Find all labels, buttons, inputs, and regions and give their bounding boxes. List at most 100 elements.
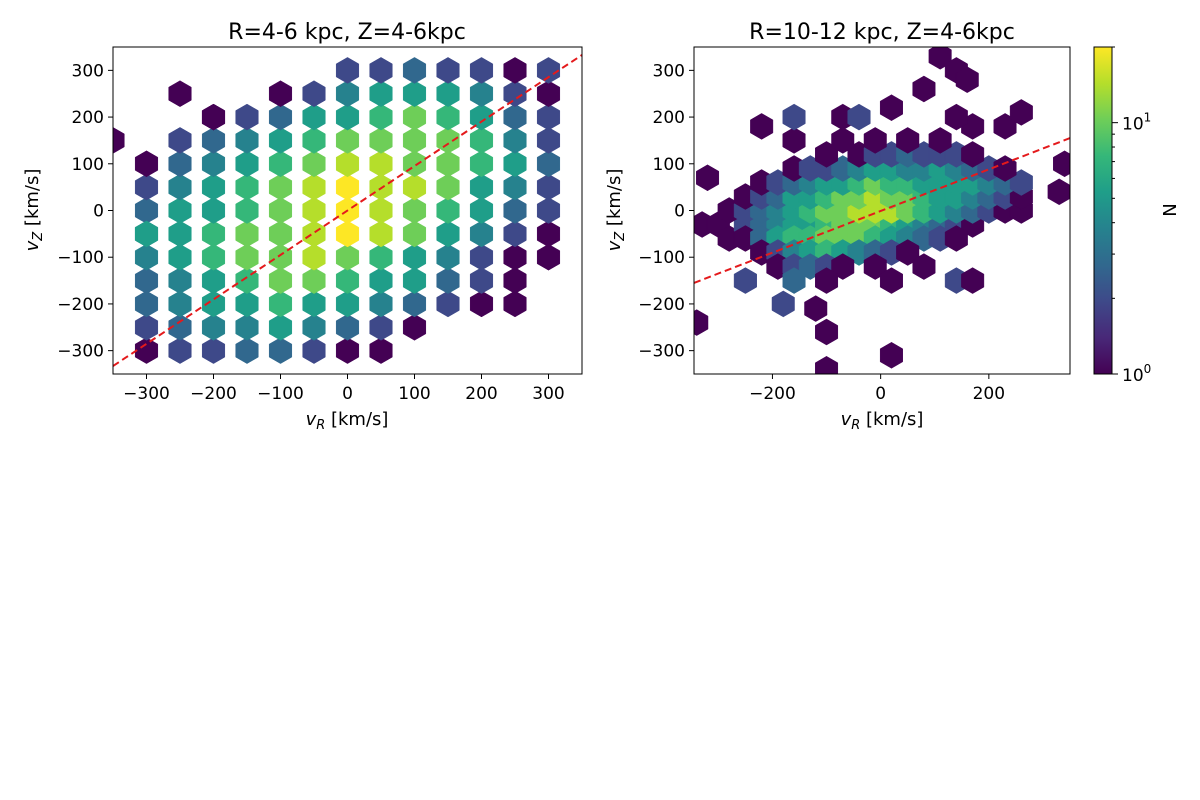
hexbin-cell (369, 127, 393, 154)
x-tick-label: 200 (973, 384, 1005, 404)
hexbin-cell (268, 337, 293, 364)
x-tick-label: −200 (749, 384, 796, 404)
hexbin-cell (503, 103, 527, 131)
x-tick-label: 0 (875, 384, 886, 404)
hexbin-cell (134, 173, 159, 201)
hexbin-cell (335, 127, 360, 154)
hexbin-cell (168, 173, 192, 201)
chart-title: R=10-12 kpc, Z=4-6kpc (749, 20, 1015, 45)
hexbin-cell (235, 243, 259, 271)
hexbin-cell (469, 290, 494, 318)
hexbin-cell (302, 173, 326, 201)
hexbin-cell (235, 103, 259, 131)
hexbin-cell (469, 103, 494, 131)
hexbin-cell (168, 337, 192, 364)
hexbin-cells (113, 57, 561, 364)
hexbin-cell (168, 220, 192, 248)
hexbin-cell (696, 164, 720, 192)
hexbin-cell (302, 267, 326, 294)
hexbin-cell (369, 243, 393, 271)
hexbin-cell (302, 80, 326, 107)
colorbar-label: N (1160, 203, 1181, 216)
hexbin-cell (536, 243, 561, 271)
hexbin-cell (733, 267, 757, 294)
hexbin-cell (201, 267, 226, 294)
hexbin-cell (750, 113, 774, 140)
hexbin-cell (201, 290, 226, 318)
hexbin-panel-right: R=10-12 kpc, Z=4-6kpc −200 0 200 −300 −200 −1… (604, 20, 1071, 433)
hexbin-cell (536, 103, 561, 131)
y-tick-label: 300 (653, 61, 685, 81)
hexbin-cell (436, 80, 460, 107)
hexbin-cell (863, 127, 887, 154)
hexbin-cell (168, 80, 192, 107)
hexbin-cell (168, 150, 192, 178)
hexbin-cell (771, 290, 795, 318)
hexbin-cell (201, 220, 226, 248)
hexbin-cell (815, 267, 839, 294)
hexbin-cell (235, 173, 259, 201)
colorbar-ticks: 100 101 (1112, 46, 1151, 386)
hexbin-cell (201, 103, 226, 131)
fit-line-group (113, 54, 582, 367)
hexbin-cell (928, 127, 952, 154)
hexbin-cell (469, 243, 494, 271)
hexbin-cell (1047, 178, 1070, 206)
hexbin-cell (302, 314, 326, 341)
hexbin-cell (201, 314, 226, 341)
hexbin-cell (436, 127, 460, 154)
hexbin-cell (134, 150, 159, 178)
colorbar-scale (1093, 46, 1113, 375)
hexbin-cell (469, 150, 494, 178)
fit-line (113, 54, 582, 367)
hexbin-cell (469, 267, 494, 294)
hexbin-cell (134, 290, 159, 318)
y-tick-label: 300 (72, 61, 104, 81)
hexbin-cell (302, 127, 326, 154)
hexbin-cell (235, 150, 259, 178)
fit-line-group (694, 137, 1070, 284)
y-tick-label: −200 (638, 295, 685, 315)
hexbin-cell (302, 290, 326, 318)
hexbin-cell (335, 337, 360, 364)
hexbin-cell (335, 314, 360, 341)
hexbin-cell (335, 220, 360, 248)
hexbin-cell (536, 220, 561, 248)
fit-line (694, 137, 1070, 284)
hexbin-cell (436, 197, 460, 224)
hexbin-cell (302, 243, 326, 271)
hexbin-cell (436, 290, 460, 318)
hexbin-cell (268, 150, 293, 178)
y-tick-label: 100 (653, 155, 685, 175)
hexbin-cell (268, 127, 293, 154)
hexbin-cell (201, 243, 226, 271)
hexbin-cell (436, 150, 460, 178)
hexbin-cell (436, 103, 460, 131)
hexbin-cell (536, 173, 561, 201)
hexbin-cell (815, 356, 839, 374)
hexbin-cell (268, 197, 293, 224)
hexbin-cell (335, 80, 360, 107)
hexbin-cell (402, 103, 427, 131)
hexbin-cell (168, 290, 192, 318)
hexbin-cell (469, 80, 494, 107)
hexbin-cell (879, 342, 903, 369)
x-tick-label: 100 (398, 384, 430, 404)
hexbin-cell (369, 314, 393, 341)
x-tick-label: 0 (342, 384, 353, 404)
hexbin-cell (201, 173, 226, 201)
hexbin-cell (134, 267, 159, 294)
chart-title: R=4-6 kpc, Z=4-6kpc (228, 20, 466, 45)
hexbin-cell (503, 267, 527, 294)
hexbin-cell (235, 127, 259, 154)
hexbin-cell (863, 253, 887, 280)
hexbin-cell (402, 267, 427, 294)
hexbin-cell (402, 197, 427, 224)
hexbin-cell (804, 295, 828, 322)
hexbin-cell (831, 253, 855, 280)
x-tick-label: 300 (532, 384, 564, 404)
hexbin-cell (168, 267, 192, 294)
hexbin-cell (503, 80, 527, 107)
hexbin-cell (335, 290, 360, 318)
hexbin-cell (168, 314, 192, 341)
